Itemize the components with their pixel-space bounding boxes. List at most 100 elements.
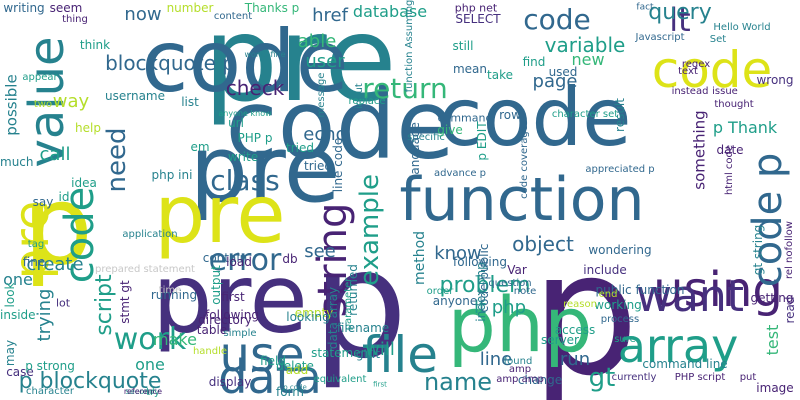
cloud-word: line code [331,137,345,193]
cloud-word: PHP script [674,372,726,383]
cloud-word: fine [22,255,46,269]
cloud-word: gt [588,363,616,393]
cloud-word: statement [311,346,373,360]
cloud-word: php net [454,1,498,15]
cloud-word: put [739,372,757,383]
cloud-word: tag [27,239,45,250]
cloud-word: data [218,350,322,400]
cloud-word: currently [611,372,657,383]
cloud-word: code [225,70,455,181]
cloud-word: specific [407,132,445,143]
cloud-word: p EDIT [475,121,489,161]
cloud-word: Set [709,34,727,45]
cloud-word: issue [712,86,738,97]
cloud-word: array [617,319,739,373]
cloud-word: process [600,314,640,325]
cloud-word: use [219,327,305,383]
cloud-word: say [32,195,54,209]
cloud-word: application [122,229,178,240]
cloud-word: page [532,71,578,92]
cloud-word: able [297,31,337,52]
cloud-word: tried [286,141,314,155]
cloud-word: line [479,349,513,370]
cloud-word: display [208,375,252,389]
cloud-word: second [125,387,155,396]
cloud-word: text [678,66,698,77]
cloud-word: Hello World [713,22,771,33]
cloud-word: output [209,265,223,305]
cloud-word: replace [348,96,386,107]
cloud-word: order [426,286,454,297]
cloud-word: help [75,121,101,135]
cloud-word: html code [724,144,735,196]
cloud-word: stmt gt [118,280,132,324]
cloud-word: working [594,298,642,312]
cloud-word: include [583,263,627,277]
cloud-word: fact [636,2,654,13]
cloud-word: end [598,289,618,300]
cloud-word: reference [123,387,163,396]
cloud-word: note [513,286,537,297]
cloud-word: error [208,243,282,278]
cloud-word: need [102,127,132,193]
cloud-word: content [213,11,253,22]
cloud-word: create [26,254,84,275]
cloud-word: prepared statement [95,264,195,275]
cloud-word: work [113,322,187,357]
cloud-word: take [487,68,513,82]
cloud-word: method [412,230,428,286]
cloud-word: make [153,330,197,349]
cloud-word: see [304,241,336,262]
cloud-word: seem [49,1,83,15]
cloud-word: return [362,72,448,105]
cloud-word: php [447,280,593,369]
cloud-word: appreciated p [585,164,655,175]
cloud-word: getting [750,291,794,305]
cloud-word: number [166,1,214,15]
cloud-word: access [554,323,596,337]
cloud-word: table [196,323,228,337]
cloud-word: inside [0,308,36,322]
cloud-word: anyone [432,294,478,308]
cloud-word: time [158,285,182,296]
cloud-word: code [523,3,591,36]
cloud-word: file [361,326,439,384]
cloud-word: user [305,51,345,72]
cloud-word: looking [286,310,330,324]
cloud-word: script [92,274,117,336]
cloud-word: look [3,282,17,308]
cloud-word: lot [55,296,71,310]
cloud-word: problem [439,273,531,298]
cloud-word: p [312,218,408,392]
cloud-word: using [653,262,783,318]
cloud-word: thing [62,14,88,25]
cloud-word: check [225,76,285,100]
cloud-word: following [453,255,507,269]
cloud-word: empty [294,306,334,320]
cloud-word: blockquote p [105,51,235,75]
cloud-word: PHP p [237,131,273,145]
cloud-word: p [531,216,639,400]
cloud-word: instead [671,86,709,97]
cloud-word: run [559,349,591,370]
cloud-word: p blockquote [18,369,162,394]
cloud-word: command line [642,357,728,371]
cloud-word: gt string [751,224,765,276]
cloud-word: idea [71,176,97,190]
cloud-word: rel nofollow [784,221,795,279]
cloud-word: example [355,174,385,286]
cloud-word: image [756,381,794,395]
cloud-word: tried [304,159,332,173]
cloud-word: index php [474,262,488,322]
cloud-word: variable [544,33,626,57]
cloud-word: first [221,290,245,304]
cloud-word: list [181,95,199,109]
cloud-word: db [282,252,298,266]
cloud-word: date [716,143,744,157]
cloud-word: call [39,144,71,165]
cloud-word: question [488,278,532,289]
cloud-word: em [190,140,210,154]
cloud-word: contain [202,251,248,265]
cloud-word: pre [152,244,308,355]
cloud-word: username [105,89,165,103]
